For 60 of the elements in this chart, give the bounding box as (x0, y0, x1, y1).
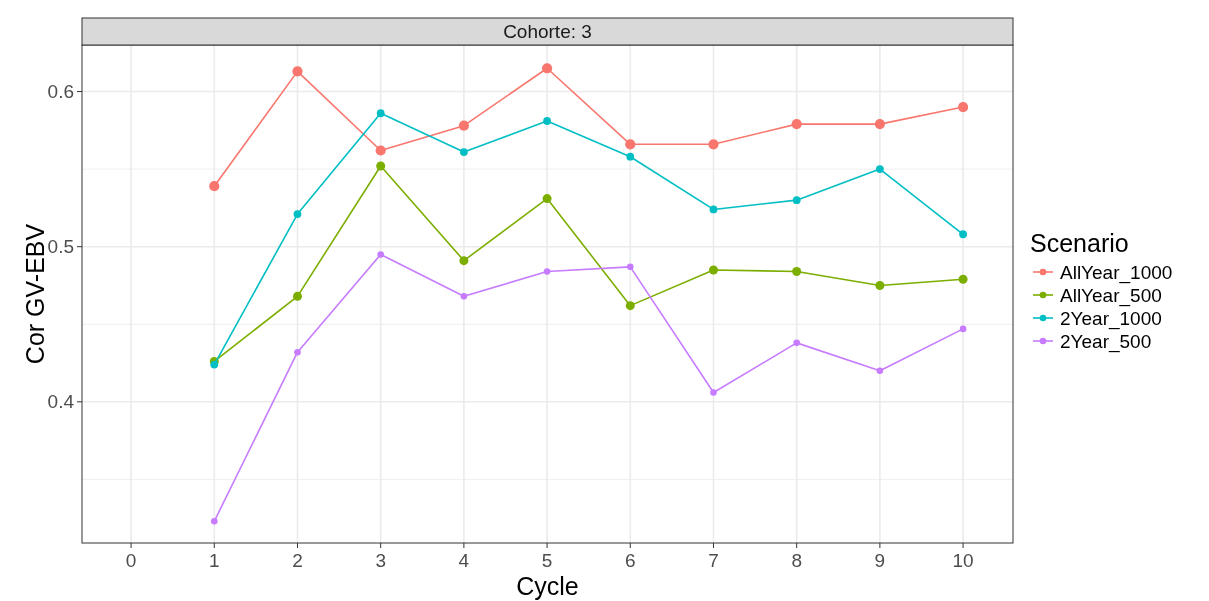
point (792, 196, 801, 205)
x-tick-label: 3 (375, 550, 386, 571)
point (209, 181, 220, 192)
point (625, 139, 636, 150)
point (543, 117, 551, 125)
point (377, 251, 384, 258)
point (793, 339, 800, 347)
point (293, 210, 302, 218)
point (874, 119, 885, 130)
x-tick-label: 10 (952, 550, 974, 571)
point (710, 389, 717, 396)
x-tick-label: 4 (458, 550, 470, 571)
legend-label: AllYear_500 (1060, 285, 1162, 307)
point (875, 165, 884, 174)
point (375, 145, 386, 156)
point (875, 280, 885, 290)
x-tick-label: 9 (874, 550, 886, 571)
point (709, 205, 718, 214)
point (459, 256, 469, 266)
point (959, 230, 967, 239)
x-tick-label: 5 (541, 550, 553, 571)
point (542, 194, 552, 204)
x-tick-label: 6 (624, 550, 636, 571)
point (459, 148, 468, 156)
legend-title: Scenario (1030, 229, 1129, 257)
point (541, 63, 553, 74)
point (460, 293, 468, 300)
point (792, 267, 802, 277)
point (958, 274, 968, 284)
x-tick-label: 7 (708, 550, 719, 571)
legend-label: 2Year_1000 (1060, 308, 1162, 330)
point (376, 109, 385, 118)
x-tick-label: 0 (125, 550, 137, 571)
x-axis-title: Cycle (516, 572, 579, 600)
x-tick-label: 8 (791, 550, 802, 571)
point (376, 161, 386, 171)
y-tick-label: 0.5 (47, 235, 74, 257)
point (543, 268, 551, 275)
legend-label: AllYear_1000 (1060, 262, 1173, 284)
point (708, 265, 718, 275)
point (791, 119, 802, 130)
point (292, 291, 302, 301)
point (957, 101, 969, 113)
point (625, 301, 635, 311)
x-tick-label: 2 (292, 550, 303, 571)
point (292, 66, 303, 77)
legend-label: 2Year_500 (1060, 331, 1152, 353)
y-tick-label: 0.6 (47, 80, 74, 102)
point (959, 325, 967, 333)
point (876, 367, 884, 375)
point (294, 348, 301, 356)
x-tick-label: 1 (209, 550, 220, 571)
y-axis-title: Cor GV-EBV (21, 223, 49, 365)
y-tick-label: 0.4 (47, 390, 75, 412)
point (626, 263, 634, 271)
point (210, 517, 218, 525)
point (458, 120, 469, 131)
chart-title: Cohorte: 3 (503, 21, 592, 42)
point (708, 139, 719, 150)
point (626, 152, 635, 161)
